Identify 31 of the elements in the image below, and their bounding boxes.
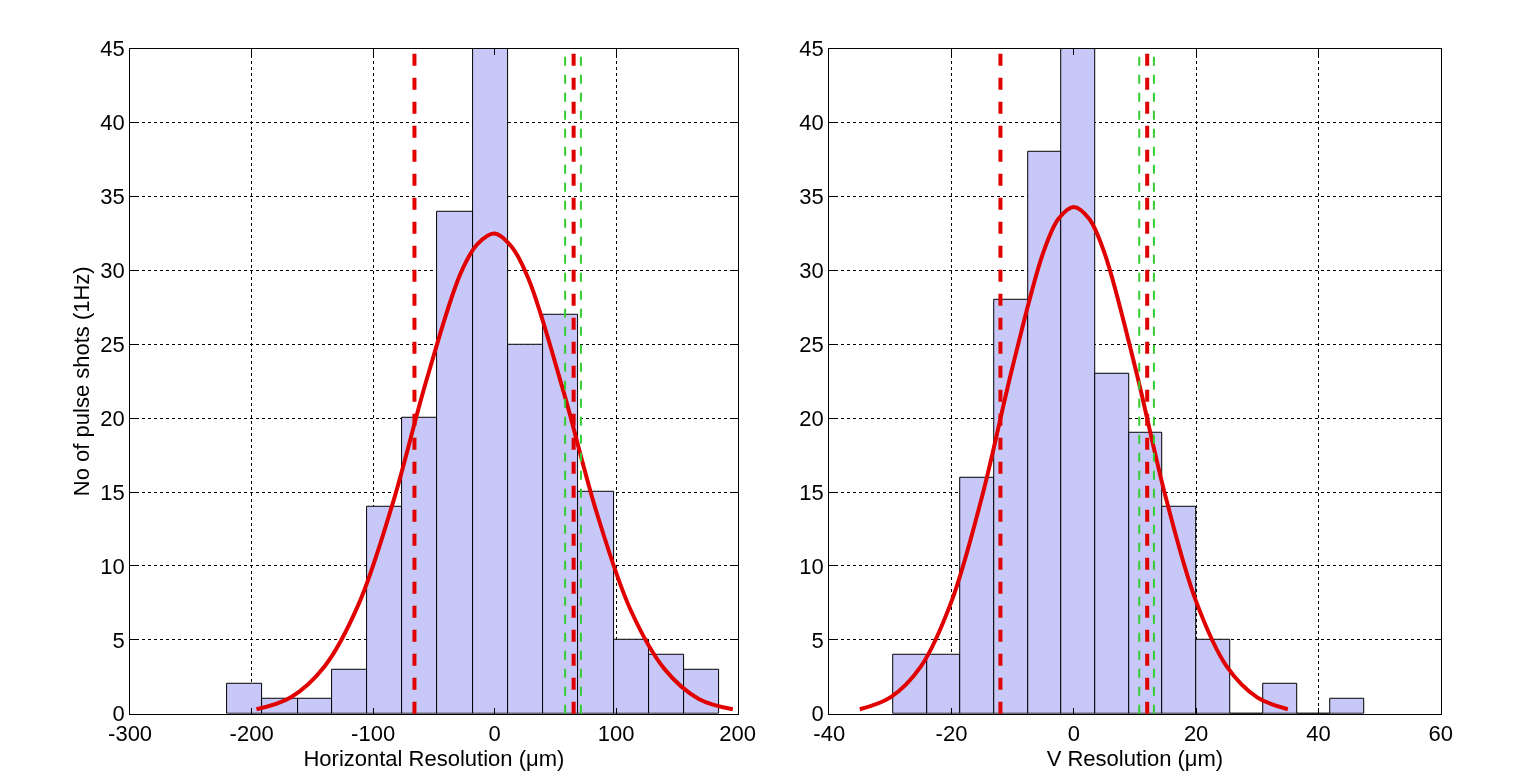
x-tick-label: -200 xyxy=(229,721,274,747)
y-tick-label: 45 xyxy=(100,36,125,62)
y-tick-label: 40 xyxy=(100,110,125,136)
y-tick-label: 30 xyxy=(799,258,824,284)
y-tick-label: 45 xyxy=(799,36,824,62)
x-tick-label: 60 xyxy=(1428,721,1453,747)
x-tick-label: 40 xyxy=(1306,721,1331,747)
y-tick-label: 10 xyxy=(100,553,125,579)
x-tick-label: 100 xyxy=(597,721,635,747)
y-tick-label: 25 xyxy=(100,332,125,357)
y-tick-label: 35 xyxy=(100,184,125,210)
y-tick-label: 5 xyxy=(811,627,824,653)
y-tick-label: 20 xyxy=(100,405,125,431)
y-tick-label: 30 xyxy=(100,258,125,284)
y-tick-label: 35 xyxy=(799,184,824,210)
x-tick-label: 0 xyxy=(1067,721,1080,747)
x-tick-label: 0 xyxy=(488,721,501,747)
x-axis-title: V Resolution (μm) xyxy=(1046,746,1224,772)
y-tick-label: 20 xyxy=(799,405,824,431)
y-tick-label: 15 xyxy=(100,479,125,505)
x-tick-label: 200 xyxy=(719,721,757,747)
y-tick-label: 15 xyxy=(799,479,824,505)
x-axis-title: Horizontal Resolution (μm) xyxy=(303,746,565,772)
y-tick-label: 10 xyxy=(799,553,824,579)
y-tick-label: 40 xyxy=(799,110,824,136)
x-tick-label: -20 xyxy=(935,721,968,747)
x-tick-label: -100 xyxy=(351,721,396,747)
y-tick-label: 25 xyxy=(799,332,824,357)
y-tick-label: 5 xyxy=(112,627,125,653)
x-tick-label: 20 xyxy=(1183,721,1209,747)
y-axis-title: No of pulse shots (1Hz) xyxy=(69,266,94,497)
